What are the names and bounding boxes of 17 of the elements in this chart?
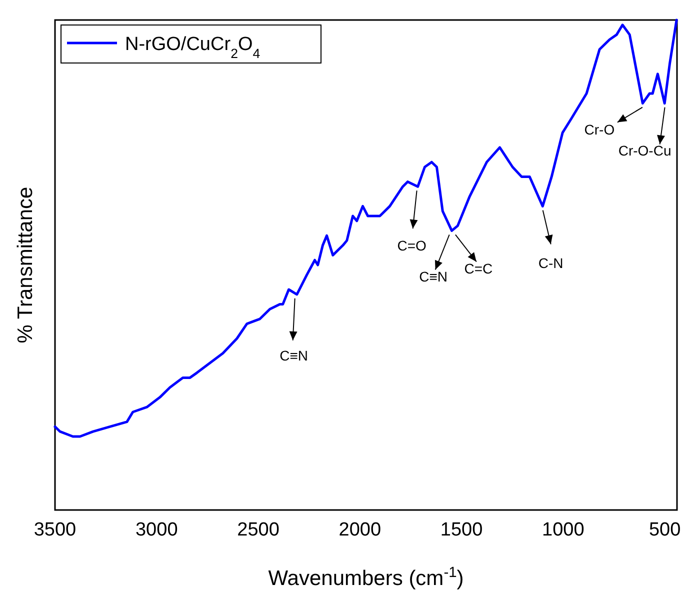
annotation: C≡N <box>280 347 308 364</box>
annotation: C-N <box>538 254 564 271</box>
annotation: Cr-O <box>584 121 615 138</box>
annotation: C=C <box>464 260 493 276</box>
y-axis-title: % Transmittance <box>14 186 37 344</box>
x-tick-label: 1500 <box>440 519 483 540</box>
legend-label: N-rGO/CuCr$_{2}$O$_{4}$ <box>125 34 260 60</box>
x-tick-label: 3000 <box>135 519 178 540</box>
annotation: C=O <box>397 237 427 254</box>
x-tick-label: 2000 <box>338 519 382 540</box>
x-tick-label: 500 <box>648 519 681 540</box>
x-axis-title: Wavenumbers (cm$^{-1}$) <box>268 565 464 590</box>
x-tick-label: 3500 <box>34 519 76 540</box>
annotation: Cr-O-Cu <box>618 142 672 158</box>
x-tick-label: 2500 <box>237 519 280 540</box>
annotation: C≡N <box>419 268 448 284</box>
x-tick-label: 1000 <box>542 519 584 540</box>
